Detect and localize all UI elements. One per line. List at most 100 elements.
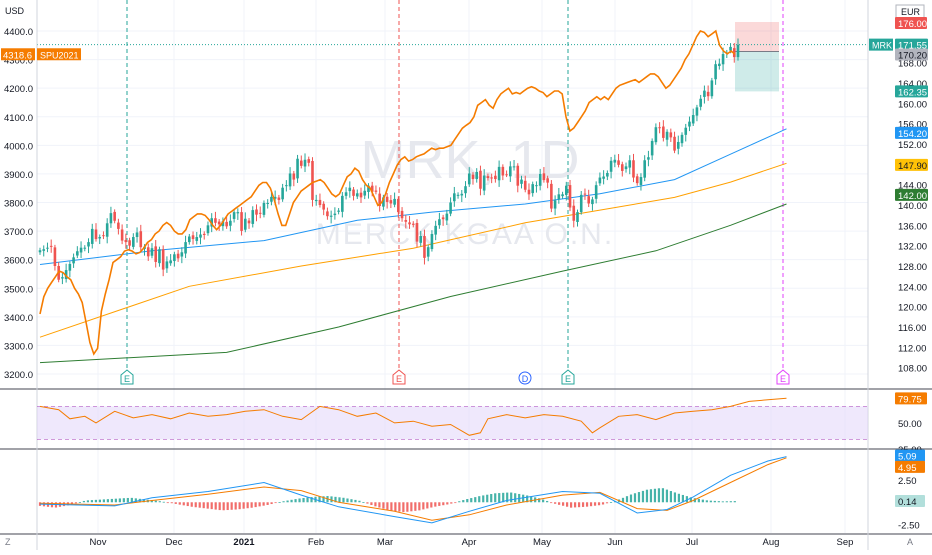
candle[interactable] xyxy=(568,185,572,208)
candle[interactable] xyxy=(173,254,176,262)
candle[interactable] xyxy=(576,212,579,222)
candle[interactable] xyxy=(90,228,94,244)
candle[interactable] xyxy=(606,172,609,177)
candle[interactable] xyxy=(598,177,602,184)
macd-line[interactable] xyxy=(39,456,787,524)
candle[interactable] xyxy=(673,136,676,151)
candle[interactable] xyxy=(434,225,437,235)
dividend-marker[interactable] xyxy=(518,371,532,385)
candle[interactable] xyxy=(202,233,206,235)
candle[interactable] xyxy=(490,177,493,179)
target-zone[interactable] xyxy=(735,22,779,52)
candle[interactable] xyxy=(232,212,236,219)
candle[interactable] xyxy=(397,198,400,213)
candle[interactable] xyxy=(158,249,161,264)
candle[interactable] xyxy=(456,194,460,196)
candle[interactable] xyxy=(251,210,255,224)
candle[interactable] xyxy=(326,211,329,217)
candle[interactable] xyxy=(285,185,288,187)
candle[interactable] xyxy=(370,185,374,192)
candle[interactable] xyxy=(117,222,120,229)
candle[interactable] xyxy=(195,237,199,241)
candle[interactable] xyxy=(333,213,337,216)
candle[interactable] xyxy=(523,180,527,190)
candle[interactable] xyxy=(538,173,542,186)
candle[interactable] xyxy=(83,247,87,249)
compare-line-spu2021[interactable] xyxy=(39,29,736,356)
candle[interactable] xyxy=(307,159,311,163)
candle[interactable] xyxy=(79,247,83,253)
candle[interactable] xyxy=(550,183,553,209)
candle[interactable] xyxy=(352,189,355,196)
candle[interactable] xyxy=(98,237,102,239)
candle[interactable] xyxy=(240,212,243,231)
candle[interactable] xyxy=(247,220,251,224)
candle[interactable] xyxy=(647,157,650,160)
candle[interactable] xyxy=(662,126,665,138)
candle[interactable] xyxy=(669,132,673,138)
candle[interactable] xyxy=(497,166,501,181)
candle[interactable] xyxy=(124,239,128,243)
candle[interactable] xyxy=(214,218,217,223)
candle[interactable] xyxy=(188,236,191,243)
candle[interactable] xyxy=(229,220,232,226)
candle[interactable] xyxy=(721,54,725,65)
candle[interactable] xyxy=(288,173,292,187)
candle[interactable] xyxy=(322,203,325,210)
candle[interactable] xyxy=(378,193,381,207)
candle[interactable] xyxy=(467,173,471,185)
candle[interactable] xyxy=(449,202,452,214)
candle[interactable] xyxy=(658,127,661,129)
candle[interactable] xyxy=(400,210,404,219)
candle[interactable] xyxy=(445,213,449,221)
candle[interactable] xyxy=(382,197,385,207)
candle[interactable] xyxy=(258,212,262,214)
candle[interactable] xyxy=(206,225,210,234)
earnings-marker[interactable] xyxy=(776,369,790,385)
candle[interactable] xyxy=(236,212,240,214)
candle[interactable] xyxy=(635,176,639,184)
candle[interactable] xyxy=(732,48,736,58)
candle[interactable] xyxy=(482,175,486,191)
candle[interactable] xyxy=(169,260,172,264)
candle[interactable] xyxy=(296,158,299,179)
candle[interactable] xyxy=(311,160,314,200)
candle[interactable] xyxy=(676,141,680,149)
candle[interactable] xyxy=(613,159,617,163)
candle[interactable] xyxy=(520,179,523,184)
candle[interactable] xyxy=(329,215,333,217)
candle[interactable] xyxy=(718,63,721,67)
candle[interactable] xyxy=(587,196,590,204)
candle[interactable] xyxy=(255,209,258,215)
candle[interactable] xyxy=(277,197,281,200)
candle[interactable] xyxy=(703,90,706,97)
candle[interactable] xyxy=(76,251,79,256)
candle[interactable] xyxy=(348,187,352,192)
candle[interactable] xyxy=(180,252,184,257)
candle[interactable] xyxy=(404,220,408,222)
candle[interactable] xyxy=(535,185,538,187)
candle[interactable] xyxy=(736,44,740,58)
candle[interactable] xyxy=(139,231,143,248)
candle[interactable] xyxy=(531,184,535,194)
candle[interactable] xyxy=(430,233,434,250)
candle[interactable] xyxy=(594,185,598,199)
candle[interactable] xyxy=(710,80,714,97)
candle[interactable] xyxy=(102,235,105,237)
candle[interactable] xyxy=(184,242,187,254)
candle[interactable] xyxy=(363,190,367,196)
candle[interactable] xyxy=(154,246,158,262)
candle[interactable] xyxy=(337,210,340,212)
candle[interactable] xyxy=(665,131,669,140)
candle[interactable] xyxy=(460,193,464,196)
candle[interactable] xyxy=(729,46,732,51)
candle[interactable] xyxy=(561,194,564,197)
candle[interactable] xyxy=(262,202,266,215)
macd-signal-line[interactable] xyxy=(39,457,787,521)
candle[interactable] xyxy=(542,173,546,181)
candle[interactable] xyxy=(314,199,318,202)
candle[interactable] xyxy=(355,193,359,197)
candle[interactable] xyxy=(426,247,430,257)
candle[interactable] xyxy=(512,166,516,168)
